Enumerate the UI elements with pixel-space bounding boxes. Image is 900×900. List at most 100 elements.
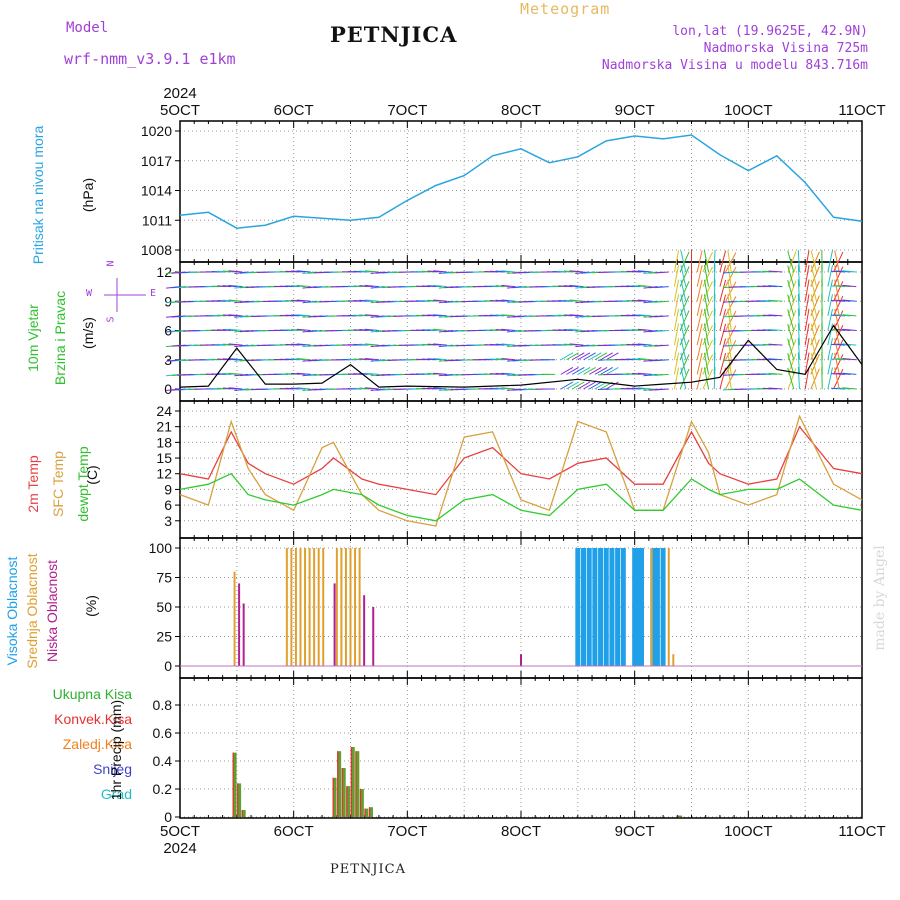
wind-barb [696, 250, 703, 273]
precip-total-bar [355, 751, 360, 817]
wind-barb [228, 328, 243, 331]
wind-barb [702, 325, 713, 346]
wind-barb [583, 366, 596, 375]
wind-barb [569, 270, 584, 273]
wind-barb [364, 328, 379, 331]
wind-barb [842, 358, 857, 361]
precip-total-bar [232, 752, 237, 817]
x-tick-label-top: 9OCT [615, 102, 655, 119]
wind-barb [359, 387, 374, 390]
wind-barb [804, 264, 810, 287]
precip-total-bar [346, 786, 351, 817]
meteogram-label: Meteogram [520, 0, 611, 18]
wind-barb [566, 352, 579, 361]
mid-cloud-bar [299, 548, 302, 666]
x-tick-label-top: 5OCT [160, 102, 200, 119]
wind-barb [842, 328, 857, 331]
wind-barb [768, 314, 783, 317]
wind-barb [810, 250, 818, 273]
high-cloud-bar [592, 548, 598, 666]
wind-barb [606, 352, 619, 361]
wind-barb [588, 352, 602, 361]
precip-legend-frz: Zaledj.Kisa [62, 736, 132, 752]
wind-barb [433, 270, 448, 273]
wind-barb [836, 387, 851, 390]
wind-barb [834, 308, 840, 331]
cloud-ytick-label: 75 [156, 570, 172, 586]
wind-barb [797, 264, 800, 287]
wind-barb [787, 294, 795, 317]
model-label: Model [66, 20, 109, 36]
compass-e: E [150, 288, 157, 299]
pressure-ytick-label: 1011 [142, 212, 172, 228]
wind-barb [713, 293, 716, 316]
wind-barb [804, 323, 810, 346]
wind-ytick-label: 6 [164, 323, 172, 339]
wind-ytick-label: 12 [156, 264, 172, 280]
wind-barb [696, 367, 703, 390]
wind-barb [632, 285, 647, 288]
wind-barb [696, 265, 703, 287]
high-cloud-bar [603, 548, 609, 666]
wind-barb [768, 343, 783, 346]
temp-ytick-label: 12 [156, 466, 172, 482]
wind-barb [501, 314, 516, 317]
wind-barb [827, 279, 833, 302]
precip-total-bar [237, 783, 242, 817]
low-cloud-bar [363, 595, 366, 666]
wind-barb [680, 279, 687, 302]
wind-barb [719, 309, 727, 331]
wind-barb [569, 284, 584, 288]
wind-barb [787, 309, 797, 331]
precip-legend-hail: Grad [100, 786, 132, 802]
wind-barb [291, 270, 306, 273]
wind-ytick-label: 9 [164, 293, 172, 309]
cloud-ytick-label: 0 [164, 658, 172, 674]
wind-barb [563, 343, 578, 346]
wind-barb [725, 369, 737, 390]
wind-barb [696, 294, 703, 316]
wind-barb [632, 387, 647, 390]
precip-conv-bar [678, 815, 680, 817]
wind-barb [654, 330, 669, 332]
wind-barb [673, 308, 680, 331]
wind-barb [842, 372, 857, 375]
wind-barb [673, 352, 680, 375]
wind-barb [804, 338, 810, 360]
precip-conv-bar [368, 807, 371, 817]
mid-cloud-bar [294, 548, 297, 666]
wind-barb [654, 373, 669, 376]
wind-barb [571, 366, 585, 375]
high-cloud-bar [638, 548, 644, 666]
wind-barb [827, 294, 833, 316]
wind-barb [703, 323, 710, 346]
wind-barb [495, 372, 510, 375]
wind-barb [296, 343, 311, 346]
mid-cloud-bar [335, 548, 338, 666]
wind-barb [827, 264, 833, 287]
wind-barb [222, 285, 237, 288]
wind-barb [583, 381, 596, 390]
wind-barb [834, 264, 840, 287]
wind-barb [702, 251, 713, 273]
wind-barb [296, 387, 311, 390]
wind-barb [725, 340, 737, 360]
temp-ytick-label: 3 [164, 513, 172, 529]
wind-barb [702, 354, 713, 375]
precip-conv-bar [364, 808, 366, 817]
wind-barb [719, 294, 727, 317]
wind-barb [588, 366, 602, 375]
wind-barb [713, 308, 716, 331]
wind-barb [632, 372, 647, 375]
precip-total-bar [337, 751, 342, 817]
wind-barb [696, 338, 703, 360]
wind-barb [228, 270, 243, 273]
precip-conv-bar [346, 786, 348, 817]
wind-barb [833, 368, 844, 390]
compass-icon [104, 278, 146, 312]
wind-barb [563, 270, 578, 273]
wind-barb [836, 299, 851, 302]
wind-barb [810, 367, 818, 390]
wind-barb [673, 323, 680, 346]
